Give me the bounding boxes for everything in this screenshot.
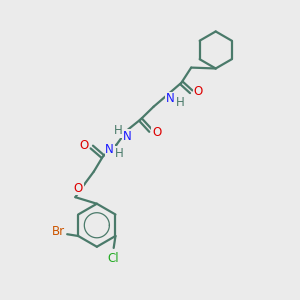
Text: H: H (114, 124, 123, 137)
Text: H: H (176, 96, 184, 109)
Text: Br: Br (52, 225, 65, 238)
Text: N: N (105, 142, 114, 156)
Text: O: O (74, 182, 83, 195)
Text: N: N (166, 92, 174, 105)
Text: O: O (79, 139, 88, 152)
Text: N: N (123, 130, 131, 143)
Text: O: O (152, 126, 161, 139)
Text: O: O (194, 85, 203, 98)
Text: Cl: Cl (107, 253, 119, 266)
Text: H: H (115, 147, 124, 160)
